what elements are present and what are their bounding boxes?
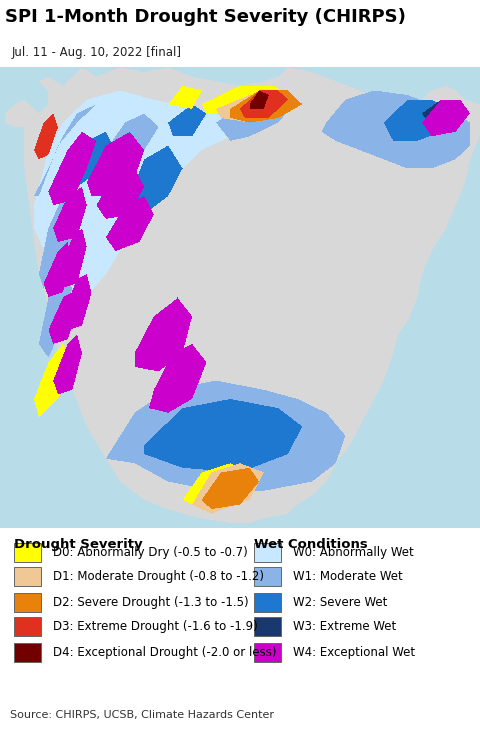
Text: W4: Exceptional Wet: W4: Exceptional Wet [293,645,415,658]
Bar [254,567,281,586]
Bar [254,642,281,661]
Text: W3: Extreme Wet: W3: Extreme Wet [293,620,396,633]
Text: Source: CHIRPS, UCSB, Climate Hazards Center: Source: CHIRPS, UCSB, Climate Hazards Ce… [10,710,274,720]
Bar [254,617,281,636]
Text: W0: Abnormally Wet: W0: Abnormally Wet [293,546,414,559]
Text: W1: Moderate Wet: W1: Moderate Wet [293,570,403,583]
Text: D0: Abnormally Dry (-0.5 to -0.7): D0: Abnormally Dry (-0.5 to -0.7) [53,546,248,559]
Text: D3: Extreme Drought (-1.6 to -1.9): D3: Extreme Drought (-1.6 to -1.9) [53,620,258,633]
Bar [14,567,41,586]
Bar [14,593,41,612]
Bar [14,642,41,661]
Bar [254,593,281,612]
Text: D2: Severe Drought (-1.3 to -1.5): D2: Severe Drought (-1.3 to -1.5) [53,596,249,609]
Bar [14,543,41,562]
Text: D1: Moderate Drought (-0.8 to -1.2): D1: Moderate Drought (-0.8 to -1.2) [53,570,264,583]
Bar [14,617,41,636]
Text: Drought Severity: Drought Severity [14,538,143,551]
Text: Wet Conditions: Wet Conditions [254,538,368,551]
Text: SPI 1-Month Drought Severity (CHIRPS): SPI 1-Month Drought Severity (CHIRPS) [5,8,406,26]
Text: Jul. 11 - Aug. 10, 2022 [final]: Jul. 11 - Aug. 10, 2022 [final] [12,46,182,58]
Text: W2: Severe Wet: W2: Severe Wet [293,596,387,609]
Text: D4: Exceptional Drought (-2.0 or less): D4: Exceptional Drought (-2.0 or less) [53,645,276,658]
Bar [254,543,281,562]
